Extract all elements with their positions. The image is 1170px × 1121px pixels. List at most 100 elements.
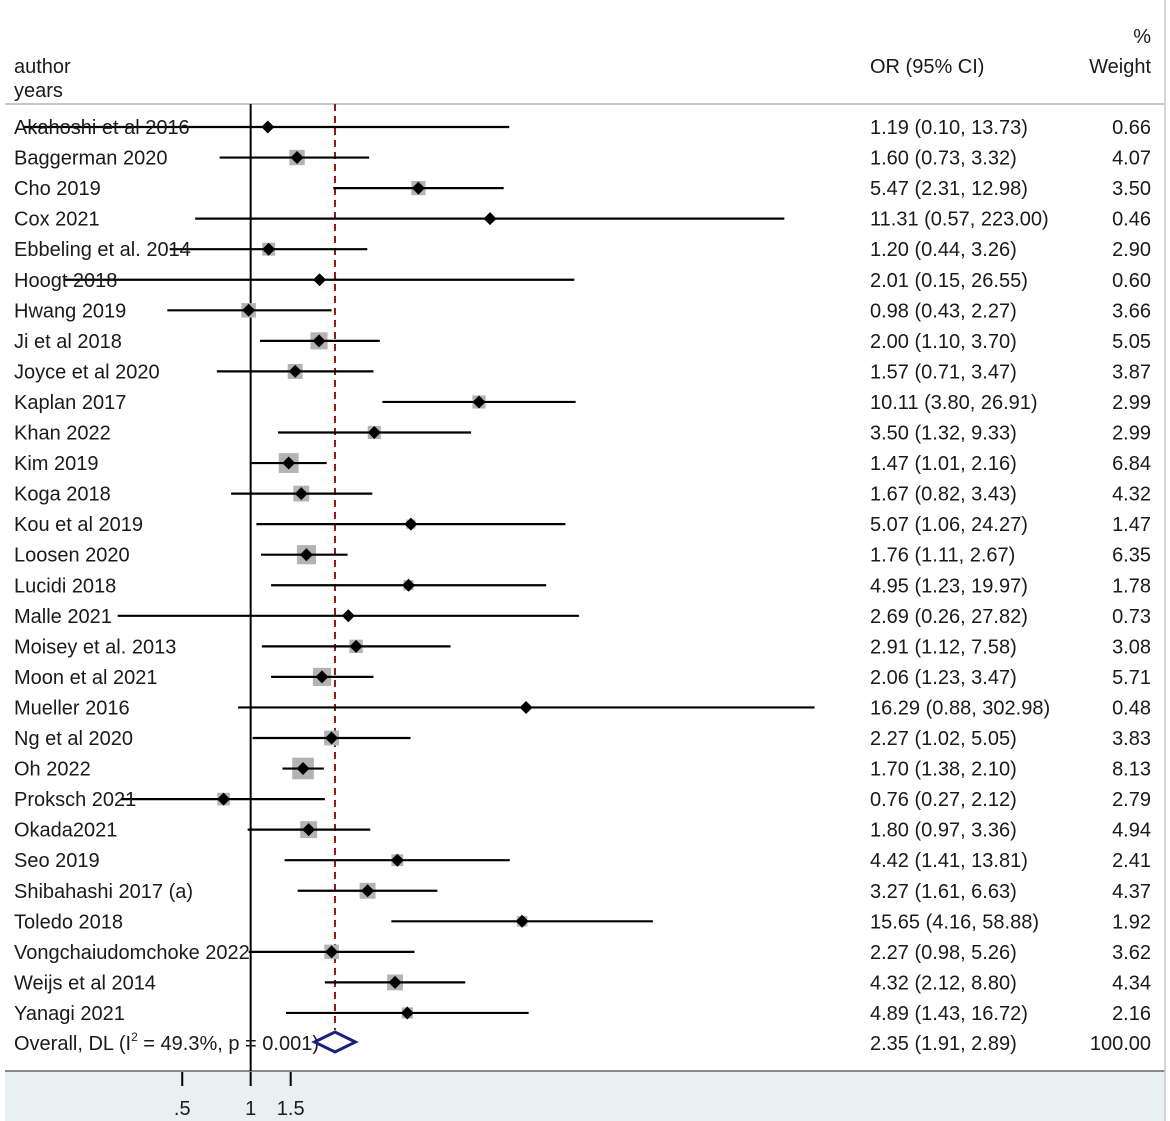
- weight-text: 3.66: [1112, 300, 1151, 322]
- point-estimate: [282, 456, 296, 470]
- study-label: Kim 2019: [14, 453, 99, 475]
- overall-label: Overall, DL (I2 = 49.3%, p = 0.001): [14, 1030, 319, 1055]
- ci-text: 4.32 (2.12, 8.80): [870, 972, 1017, 994]
- study-row: Moon et al 2021 2.06 (1.23, 3.47) 5.71: [14, 667, 1151, 689]
- weight-text: 0.46: [1112, 209, 1151, 231]
- overall-ci-text: 2.35 (1.91, 2.89): [870, 1033, 1017, 1055]
- ci-text: 1.20 (0.44, 3.26): [870, 239, 1017, 261]
- point-estimate: [325, 945, 339, 959]
- study-label: Ebbeling et al. 2014: [14, 239, 191, 261]
- ci-text: 3.50 (1.32, 9.33): [870, 423, 1017, 445]
- overall-weight-text: 100.00: [1090, 1033, 1151, 1055]
- weight-text: 0.60: [1112, 270, 1151, 292]
- study-row: Seo 2019 4.42 (1.41, 13.81) 2.41: [14, 850, 1151, 872]
- weight-text: 2.16: [1112, 1003, 1151, 1025]
- study-label: Yanagi 2021: [14, 1003, 125, 1025]
- study-row: Oh 2022 1.70 (1.38, 2.10) 8.13: [14, 757, 1151, 781]
- point-estimate: [299, 548, 313, 562]
- ci-text: 2.69 (0.26, 27.82): [870, 606, 1028, 628]
- point-estimate: [388, 975, 402, 989]
- ci-text: 1.67 (0.82, 3.43): [870, 484, 1017, 506]
- point-estimate: [402, 578, 416, 592]
- study-label: Weijs et al 2014: [14, 972, 156, 994]
- study-row: Loosen 2020 1.76 (1.11, 2.67) 6.35: [14, 545, 1151, 567]
- ci-text: 1.57 (0.71, 3.47): [870, 361, 1017, 383]
- overall-label-sup: 2: [131, 1030, 138, 1044]
- weight-text: 0.48: [1112, 697, 1151, 719]
- weight-text: 6.84: [1112, 453, 1151, 475]
- point-estimate: [361, 884, 375, 898]
- weight-text: 0.66: [1112, 117, 1151, 139]
- study-row: Yanagi 2021 4.89 (1.43, 16.72) 2.16: [14, 1003, 1151, 1025]
- weight-text: 1.92: [1112, 911, 1151, 933]
- study-row: Malle 2021 2.69 (0.26, 27.82) 0.73: [14, 606, 1151, 628]
- study-label: Cho 2019: [14, 178, 101, 200]
- ci-text: 5.47 (2.31, 12.98): [870, 178, 1028, 200]
- study-label: Shibahashi 2017 (a): [14, 881, 193, 903]
- study-row: Proksch 2021 0.76 (0.27, 2.12) 2.79: [14, 789, 1151, 811]
- weight-text: 1.47: [1112, 514, 1151, 536]
- ci-text: 4.89 (1.43, 16.72): [870, 1003, 1028, 1025]
- study-label: Ng et al 2020: [14, 728, 133, 750]
- study-row: Ebbeling et al. 2014 1.20 (0.44, 3.26) 2.9…: [14, 239, 1151, 261]
- study-label: Mueller 2016: [14, 697, 130, 719]
- weight-text: 6.35: [1112, 545, 1151, 567]
- study-label: Seo 2019: [14, 850, 100, 872]
- study-label: Baggerman 2020: [14, 148, 167, 170]
- study-label: Okada2021: [14, 820, 117, 842]
- study-row: Joyce et al 2020 1.57 (0.71, 3.47) 3.87: [14, 361, 1151, 383]
- study-label: Lucidi 2018: [14, 575, 116, 597]
- study-row: Cox 2021 11.31 (0.57, 223.00) 0.46: [14, 209, 1151, 231]
- weight-text: 4.94: [1112, 820, 1151, 842]
- study-row: Moisey et al. 2013 2.91 (1.12, 7.58) 3.08: [14, 636, 1151, 658]
- point-estimate: [242, 303, 256, 317]
- point-estimate: [341, 609, 355, 623]
- header-effect-col: OR (95% CI): [870, 56, 984, 78]
- ci-text: 2.91 (1.12, 7.58): [870, 636, 1017, 658]
- point-estimate: [296, 762, 310, 776]
- ci-text: 0.98 (0.43, 2.27): [870, 300, 1017, 322]
- study-label: Hwang 2019: [14, 300, 126, 322]
- study-label: Loosen 2020: [14, 545, 130, 567]
- study-row: Kou et al 2019 5.07 (1.06, 24.27) 1.47: [14, 514, 1151, 536]
- study-label: Cox 2021: [14, 209, 100, 231]
- point-estimate: [294, 487, 308, 501]
- point-estimate: [288, 364, 302, 378]
- weight-text: 2.79: [1112, 789, 1151, 811]
- ci-text: 1.19 (0.10, 13.73): [870, 117, 1028, 139]
- study-row: Cho 2019 5.47 (2.31, 12.98) 3.50: [14, 178, 1151, 200]
- study-label: Vongchaiudomchoke 2022: [14, 942, 250, 964]
- study-label: Kou et al 2019: [14, 514, 143, 536]
- study-label: Moon et al 2021: [14, 667, 157, 689]
- point-estimate: [325, 731, 339, 745]
- overall-diamond: [311, 1030, 359, 1054]
- ci-text: 0.76 (0.27, 2.12): [870, 789, 1017, 811]
- weight-text: 4.34: [1112, 972, 1151, 994]
- weight-text: 2.41: [1112, 850, 1151, 872]
- point-estimate: [367, 426, 381, 439]
- axis-band: [5, 1072, 1165, 1121]
- weight-text: 5.05: [1112, 331, 1151, 353]
- ci-text: 4.42 (1.41, 13.81): [870, 850, 1028, 872]
- point-estimate: [411, 181, 425, 195]
- study-label: Proksch 2021: [14, 789, 136, 811]
- point-estimate: [290, 151, 304, 165]
- weight-text: 3.62: [1112, 942, 1151, 964]
- point-estimate: [515, 914, 529, 928]
- weight-text: 4.07: [1112, 148, 1151, 170]
- study-row: Akahoshi et al 2016 1.19 (0.10, 13.73) 0.6…: [14, 117, 1151, 139]
- x-tick-label: 1: [245, 1098, 256, 1120]
- header-study-col-line2: years: [14, 80, 63, 102]
- study-row: Kim 2019 1.47 (1.01, 2.16) 6.84: [14, 453, 1151, 475]
- study-label: Oh 2022: [14, 759, 91, 781]
- x-axis: .5 1 1.5: [174, 1072, 305, 1120]
- x-tick-label: 1.5: [277, 1098, 305, 1120]
- point-estimate: [472, 395, 486, 409]
- study-label: Khan 2022: [14, 423, 111, 445]
- ci-text: 10.11 (3.80, 26.91): [870, 392, 1038, 414]
- overall-label-prefix: Overall, DL (I: [14, 1033, 131, 1055]
- weight-text: 0.73: [1112, 606, 1151, 628]
- study-row: Kaplan 2017 10.11 (3.80, 26.91) 2.99: [14, 392, 1151, 414]
- study-label: Joyce et al 2020: [14, 361, 160, 383]
